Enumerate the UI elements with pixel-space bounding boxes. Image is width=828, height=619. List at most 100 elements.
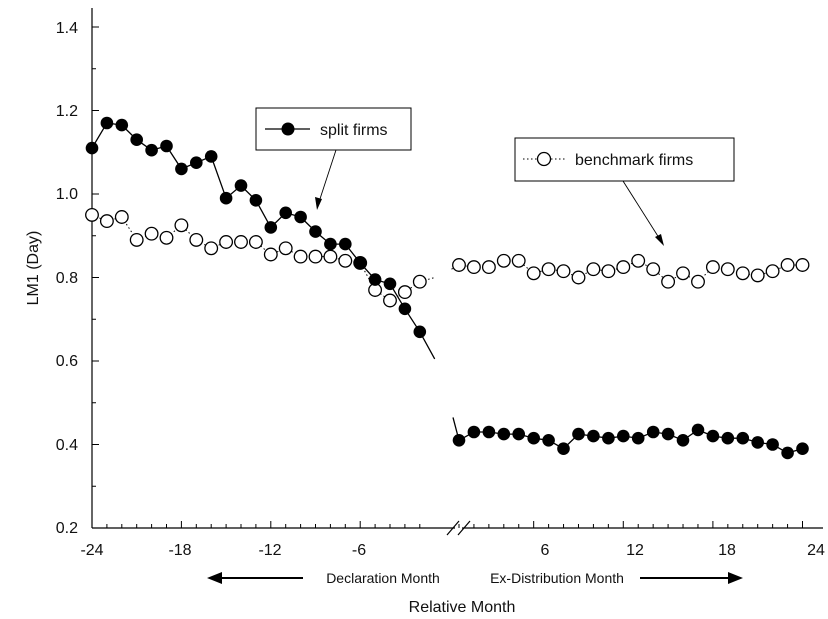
benchmark-firms-point <box>144 226 159 241</box>
y-tick-label: 1.2 <box>56 103 78 120</box>
x-tick-label: -24 <box>80 542 103 559</box>
split-firms-point <box>324 237 337 251</box>
benchmark-firms-point <box>383 293 397 308</box>
y-tick-label: 1.4 <box>56 20 78 37</box>
split-firms-point <box>100 116 114 130</box>
split-firms-point <box>204 150 218 163</box>
benchmark-firms-point <box>481 260 496 275</box>
split-firms-point <box>781 446 794 460</box>
split-firms-point <box>646 425 660 439</box>
benchmark-firms-point <box>263 247 278 262</box>
benchmark-firms-point <box>616 260 631 275</box>
benchmark-firms-point <box>323 249 338 264</box>
legend-benchmark-marker <box>536 151 552 167</box>
x-tick-label: -18 <box>168 542 191 559</box>
benchmark-firms-point <box>234 235 248 249</box>
split-firms-point <box>190 156 203 169</box>
split-firms-point <box>383 277 397 291</box>
x-axis-ticks <box>91 521 804 528</box>
split-firms-point <box>751 436 764 449</box>
split-firms-point <box>706 429 720 443</box>
benchmark-firms-point <box>219 235 234 249</box>
benchmark-firms-point <box>526 266 541 281</box>
benchmark-firms-point <box>129 232 144 247</box>
y-axis-ticks <box>92 26 99 529</box>
split-firms-point <box>353 256 367 270</box>
y-tick-label: 0.8 <box>56 270 78 287</box>
legend-benchmark-label: benchmark firms <box>575 152 693 169</box>
benchmark-firms-point <box>750 268 765 283</box>
declaration-region: Declaration Month <box>207 570 440 586</box>
benchmark-firms-point <box>204 241 219 256</box>
split-firms-point <box>631 431 645 445</box>
split-firms-point <box>85 141 99 155</box>
split-firms-point <box>413 325 427 339</box>
benchmark-firms-point <box>720 262 735 277</box>
benchmark-firms-point <box>452 258 466 272</box>
benchmark-firms-point <box>189 232 204 247</box>
benchmark-firms-point <box>338 253 353 268</box>
split-firms-point <box>145 143 158 157</box>
benchmark-firms-point <box>676 266 690 281</box>
split-firms-point <box>249 194 263 207</box>
split-firms-point <box>542 434 555 447</box>
split-firms-point <box>130 133 143 146</box>
x-tick-label: 12 <box>626 542 644 559</box>
benchmark-firms-point <box>556 264 571 279</box>
benchmark-firms-point <box>541 262 556 277</box>
legend-benchmark-firms: benchmark firms <box>514 137 735 246</box>
benchmark-firms-point <box>646 262 661 277</box>
benchmark-firms-point <box>308 249 323 264</box>
series-points <box>85 116 810 460</box>
benchmark-firms-point <box>99 214 114 229</box>
split-firms-point <box>339 237 352 251</box>
x-axis-title: Relative Month <box>409 599 516 616</box>
split-firms-point <box>766 438 779 451</box>
x-tick-label: 6 <box>541 542 550 559</box>
legend-split-firms: split firms <box>255 107 412 210</box>
benchmark-firms-point <box>571 270 586 285</box>
benchmark-firms-point <box>631 253 646 268</box>
split-firms-point <box>115 118 129 132</box>
split-firms-point <box>219 191 233 205</box>
split-firms-point <box>497 427 511 441</box>
axis-break-marks <box>446 520 471 536</box>
split-firms-point <box>572 427 585 441</box>
legend-split-pointer <box>317 149 337 206</box>
split-firms-point <box>661 427 675 441</box>
benchmark-firms-point <box>159 230 174 245</box>
split-firms-point <box>452 434 466 447</box>
right-arrow-head <box>728 572 743 584</box>
split-firms-point <box>398 302 412 316</box>
benchmark-firms-point <box>780 258 795 272</box>
benchmark-firms-point <box>601 264 616 279</box>
legend-split-pointer-head <box>315 197 322 210</box>
split-firms-point <box>602 431 615 445</box>
split-firms-point <box>175 162 188 176</box>
split-firms-point <box>617 429 630 443</box>
y-tick-label: 0.6 <box>56 353 78 370</box>
split-firms-point <box>676 434 690 447</box>
ex-distribution-region: Ex-Distribution Month <box>490 570 743 586</box>
split-firms-point <box>160 139 173 153</box>
split-firms-point <box>264 221 278 234</box>
split-firms-point <box>467 425 481 439</box>
benchmark-firms-point <box>85 207 99 222</box>
split-firms-point <box>557 442 570 456</box>
benchmark-firms-point <box>114 210 129 224</box>
split-firms-point <box>234 179 248 192</box>
y-tick-label: 1.0 <box>56 186 78 203</box>
split-firms-point <box>294 210 307 224</box>
y-tick-label: 0.2 <box>56 520 78 537</box>
benchmark-firms-point <box>735 266 750 281</box>
left-arrow-head <box>207 572 222 584</box>
legend-split-marker <box>281 122 295 136</box>
benchmark-firms-point <box>466 260 481 275</box>
x-tick-label: 18 <box>718 542 736 559</box>
split-firms-point <box>482 425 496 439</box>
benchmark-firms-point <box>496 253 511 268</box>
benchmark-firms-point <box>765 264 780 279</box>
benchmark-firms-point <box>661 274 676 289</box>
x-tick-label: -12 <box>258 542 281 559</box>
split-firms-point <box>736 431 750 445</box>
